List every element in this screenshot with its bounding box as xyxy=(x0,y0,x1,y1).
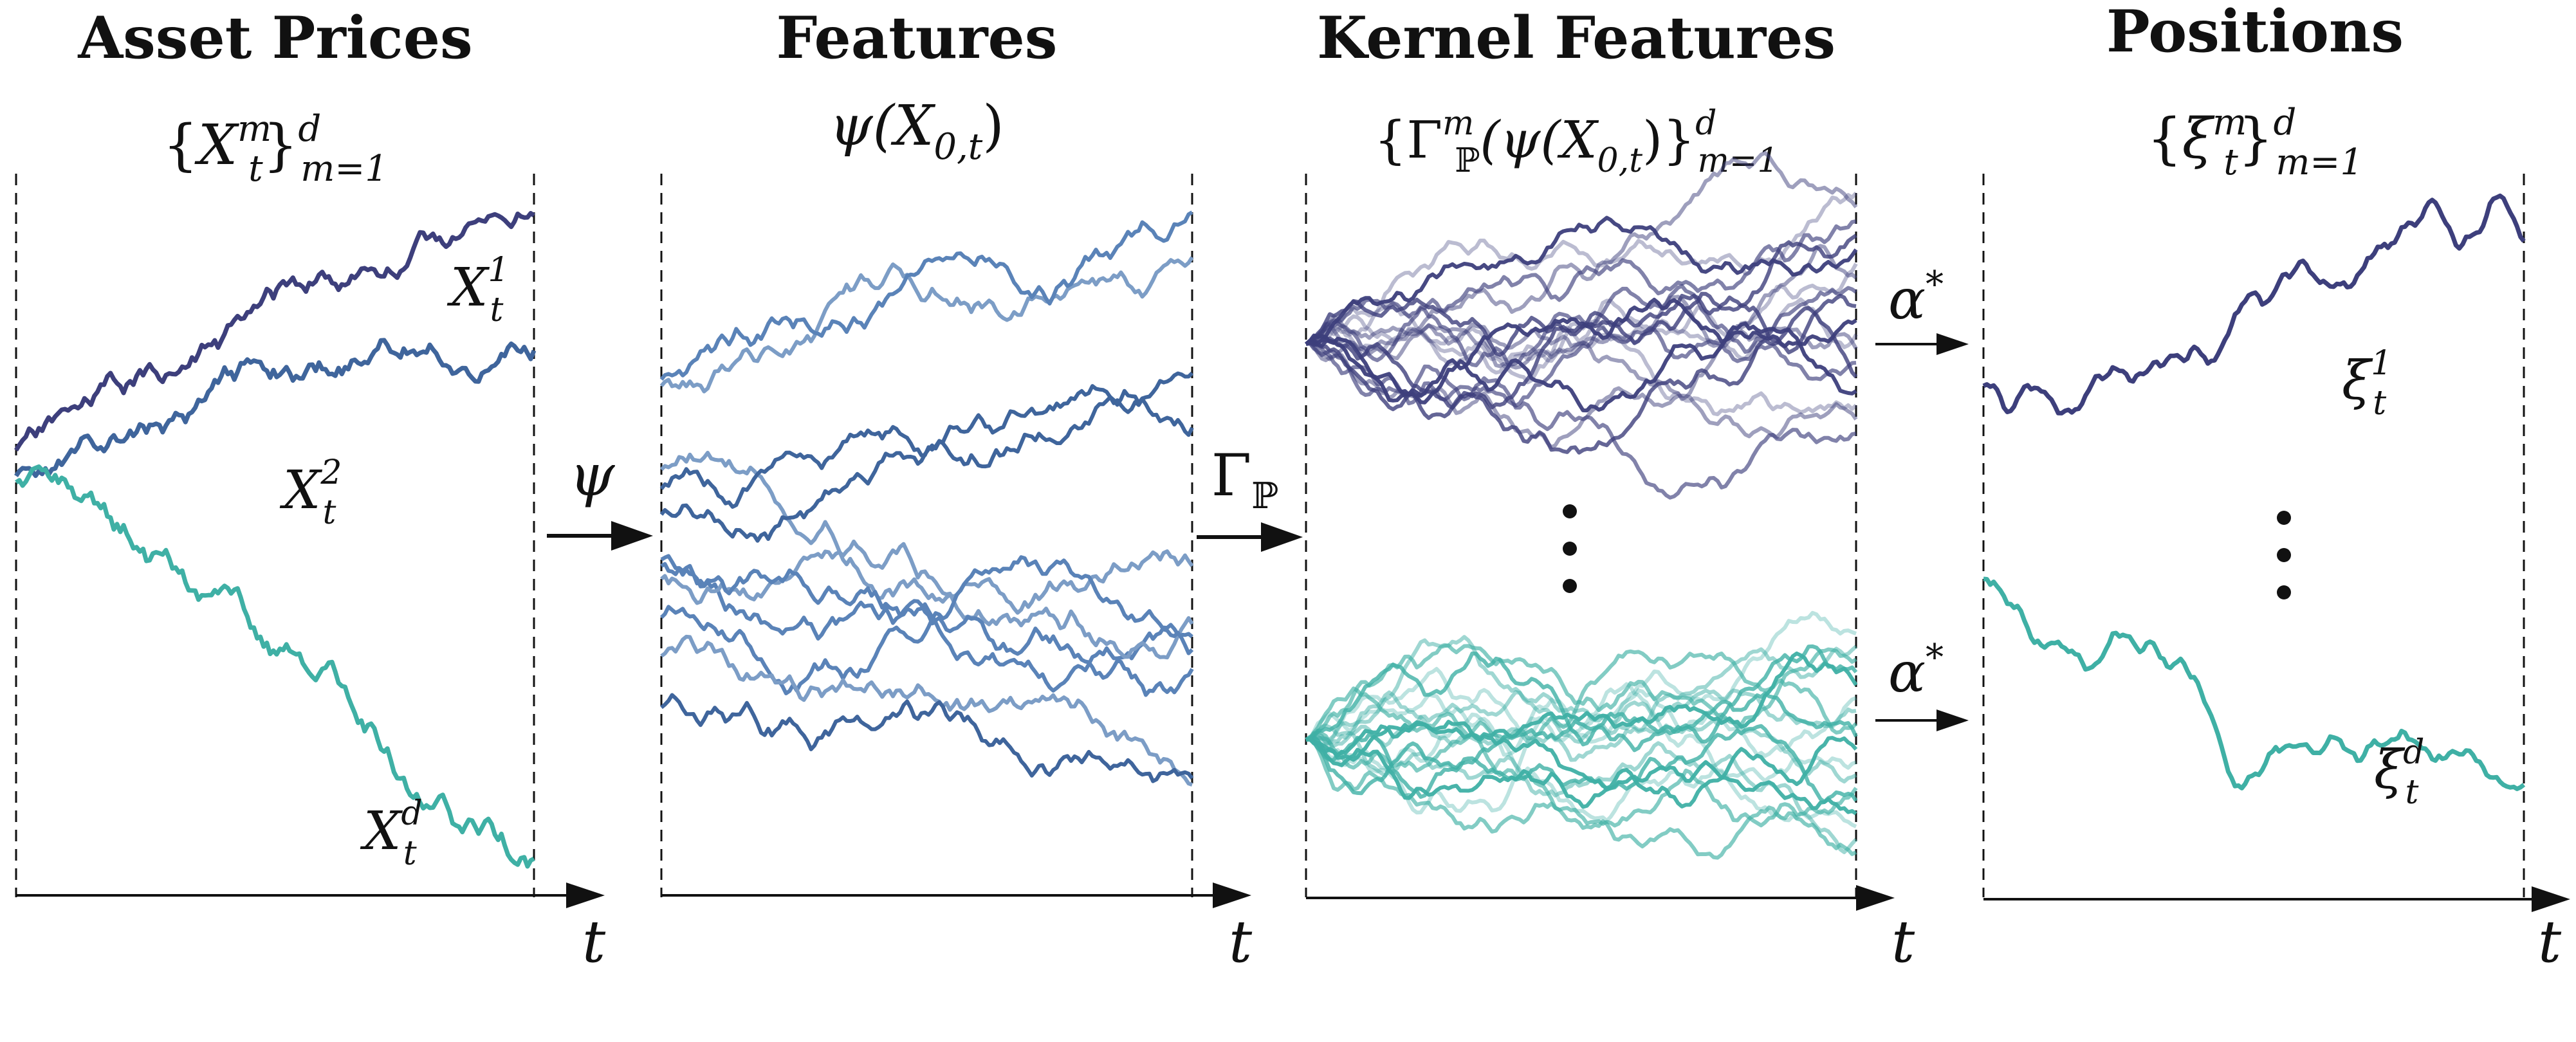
arrow-feature-map: ψ xyxy=(547,442,653,551)
feature-path xyxy=(659,371,1194,543)
feature-path xyxy=(659,384,1194,509)
arrow-label-psi: ψ xyxy=(569,442,616,509)
panel-subtitle-positions: {ξm t}d m=1 xyxy=(2147,102,2363,183)
kernel-path-top xyxy=(1305,297,1857,403)
feature-path xyxy=(660,539,1194,660)
vertical-ellipsis xyxy=(2277,511,2291,599)
path-label-xd: Xd t xyxy=(360,794,423,873)
feature-paths xyxy=(659,210,1194,787)
time-axis-arrowhead xyxy=(1856,885,1895,911)
asset-path-d xyxy=(15,464,535,869)
vertical-ellipsis xyxy=(1563,504,1577,593)
kernel-path-bottom xyxy=(1305,724,1858,804)
arrow-policy-bottom: α* xyxy=(1875,637,1969,731)
asset-path-2 xyxy=(14,338,537,479)
kernel-feature-paths-asset-1 xyxy=(1304,151,1858,500)
time-axis-arrowhead xyxy=(566,882,605,908)
panel-title-kernel-features: Kernel Features xyxy=(1317,4,1835,72)
kernel-path-top xyxy=(1305,341,1857,500)
feature-path xyxy=(659,555,1194,695)
time-axis-label: t xyxy=(2538,908,2562,976)
kernel-path-bottom xyxy=(1305,738,1858,834)
time-axis-arrowhead xyxy=(1213,882,1251,908)
arrow-label-gamma: Γℙ xyxy=(1211,442,1279,517)
feature-path xyxy=(659,450,1194,615)
kernel-path-top xyxy=(1305,324,1858,417)
feature-path xyxy=(659,256,1194,394)
kernel-path-top xyxy=(1305,293,1857,357)
panel-title-asset-prices: Asset Prices xyxy=(77,4,472,72)
panel-asset-prices: Asset Prices {Xm t}d m=1 t X1 t X2 t Xd t xyxy=(14,4,606,976)
arrow-policy-top: α* xyxy=(1875,264,1969,355)
position-path-1 xyxy=(1982,193,2526,416)
time-axis-label: t xyxy=(1229,908,1253,976)
feature-path xyxy=(660,562,1193,693)
kernel-path-bottom xyxy=(1305,720,1858,809)
panel-title-features: Features xyxy=(777,4,1058,72)
feature-path xyxy=(660,693,1194,783)
panel-subtitle-kernel-features: {Γm ℙ(ψ(X0,t)}d m=1 xyxy=(1374,104,1779,180)
kernel-path-top xyxy=(1305,341,1858,450)
kernel-path-top xyxy=(1305,215,1858,346)
kernel-path-bottom xyxy=(1305,688,1857,758)
arrow-label-alpha: α* xyxy=(1888,637,1944,705)
asset-path-1 xyxy=(14,211,535,452)
panel-title-positions: Positions xyxy=(2106,0,2404,66)
kernel-path-top xyxy=(1305,306,1858,455)
kernel-path-bottom xyxy=(1305,688,1857,748)
arrow-head xyxy=(611,521,653,551)
time-axis-label: t xyxy=(1891,908,1915,976)
panel-subtitle-features: ψ(X0,t) xyxy=(829,94,1004,168)
feature-path xyxy=(660,554,1194,697)
kernel-path-bottom xyxy=(1305,712,1857,828)
kernel-path-bottom xyxy=(1305,690,1857,784)
kernel-path-top xyxy=(1305,219,1857,346)
arrow-head xyxy=(1937,333,1969,355)
path-label-xid: ξd t xyxy=(2374,733,2424,812)
path-label-x2: X2 t xyxy=(279,453,342,532)
asset-price-paths xyxy=(14,211,537,869)
kernel-path-bottom xyxy=(1305,686,1857,860)
feature-path xyxy=(660,634,1193,787)
arrow-head xyxy=(1937,709,1969,731)
kernel-path-bottom xyxy=(1305,644,1858,796)
position-paths xyxy=(1982,193,2526,791)
kernel-path-bottom xyxy=(1305,652,1858,753)
arrow-kernel-map: Γℙ xyxy=(1197,442,1303,552)
time-axis-arrowhead xyxy=(2532,886,2570,912)
time-axis-label: t xyxy=(582,908,606,976)
panel-positions: Positions {ξm t}d m=1 t ξ1 t ξd t xyxy=(1982,0,2570,976)
path-label-xi1: ξ1 t xyxy=(2342,344,2392,423)
feature-path xyxy=(659,210,1193,381)
panel-features: Features ψ(X0,t) t xyxy=(659,4,1253,976)
kernel-feature-paths-asset-d xyxy=(1305,610,1858,860)
kernel-path-bottom xyxy=(1305,651,1858,758)
position-path-d xyxy=(1983,576,2526,791)
arrow-head xyxy=(1261,522,1303,552)
panel-kernel-features: Kernel Features {Γm ℙ(ψ(X0,t)}d m=1 t xyxy=(1304,4,1915,976)
arrow-label-alpha: α* xyxy=(1888,264,1944,332)
kernel-path-bottom xyxy=(1305,724,1858,854)
panel-subtitle-asset-prices: {Xm t}d m=1 xyxy=(163,108,388,190)
path-label-x1: X1 t xyxy=(446,251,509,329)
